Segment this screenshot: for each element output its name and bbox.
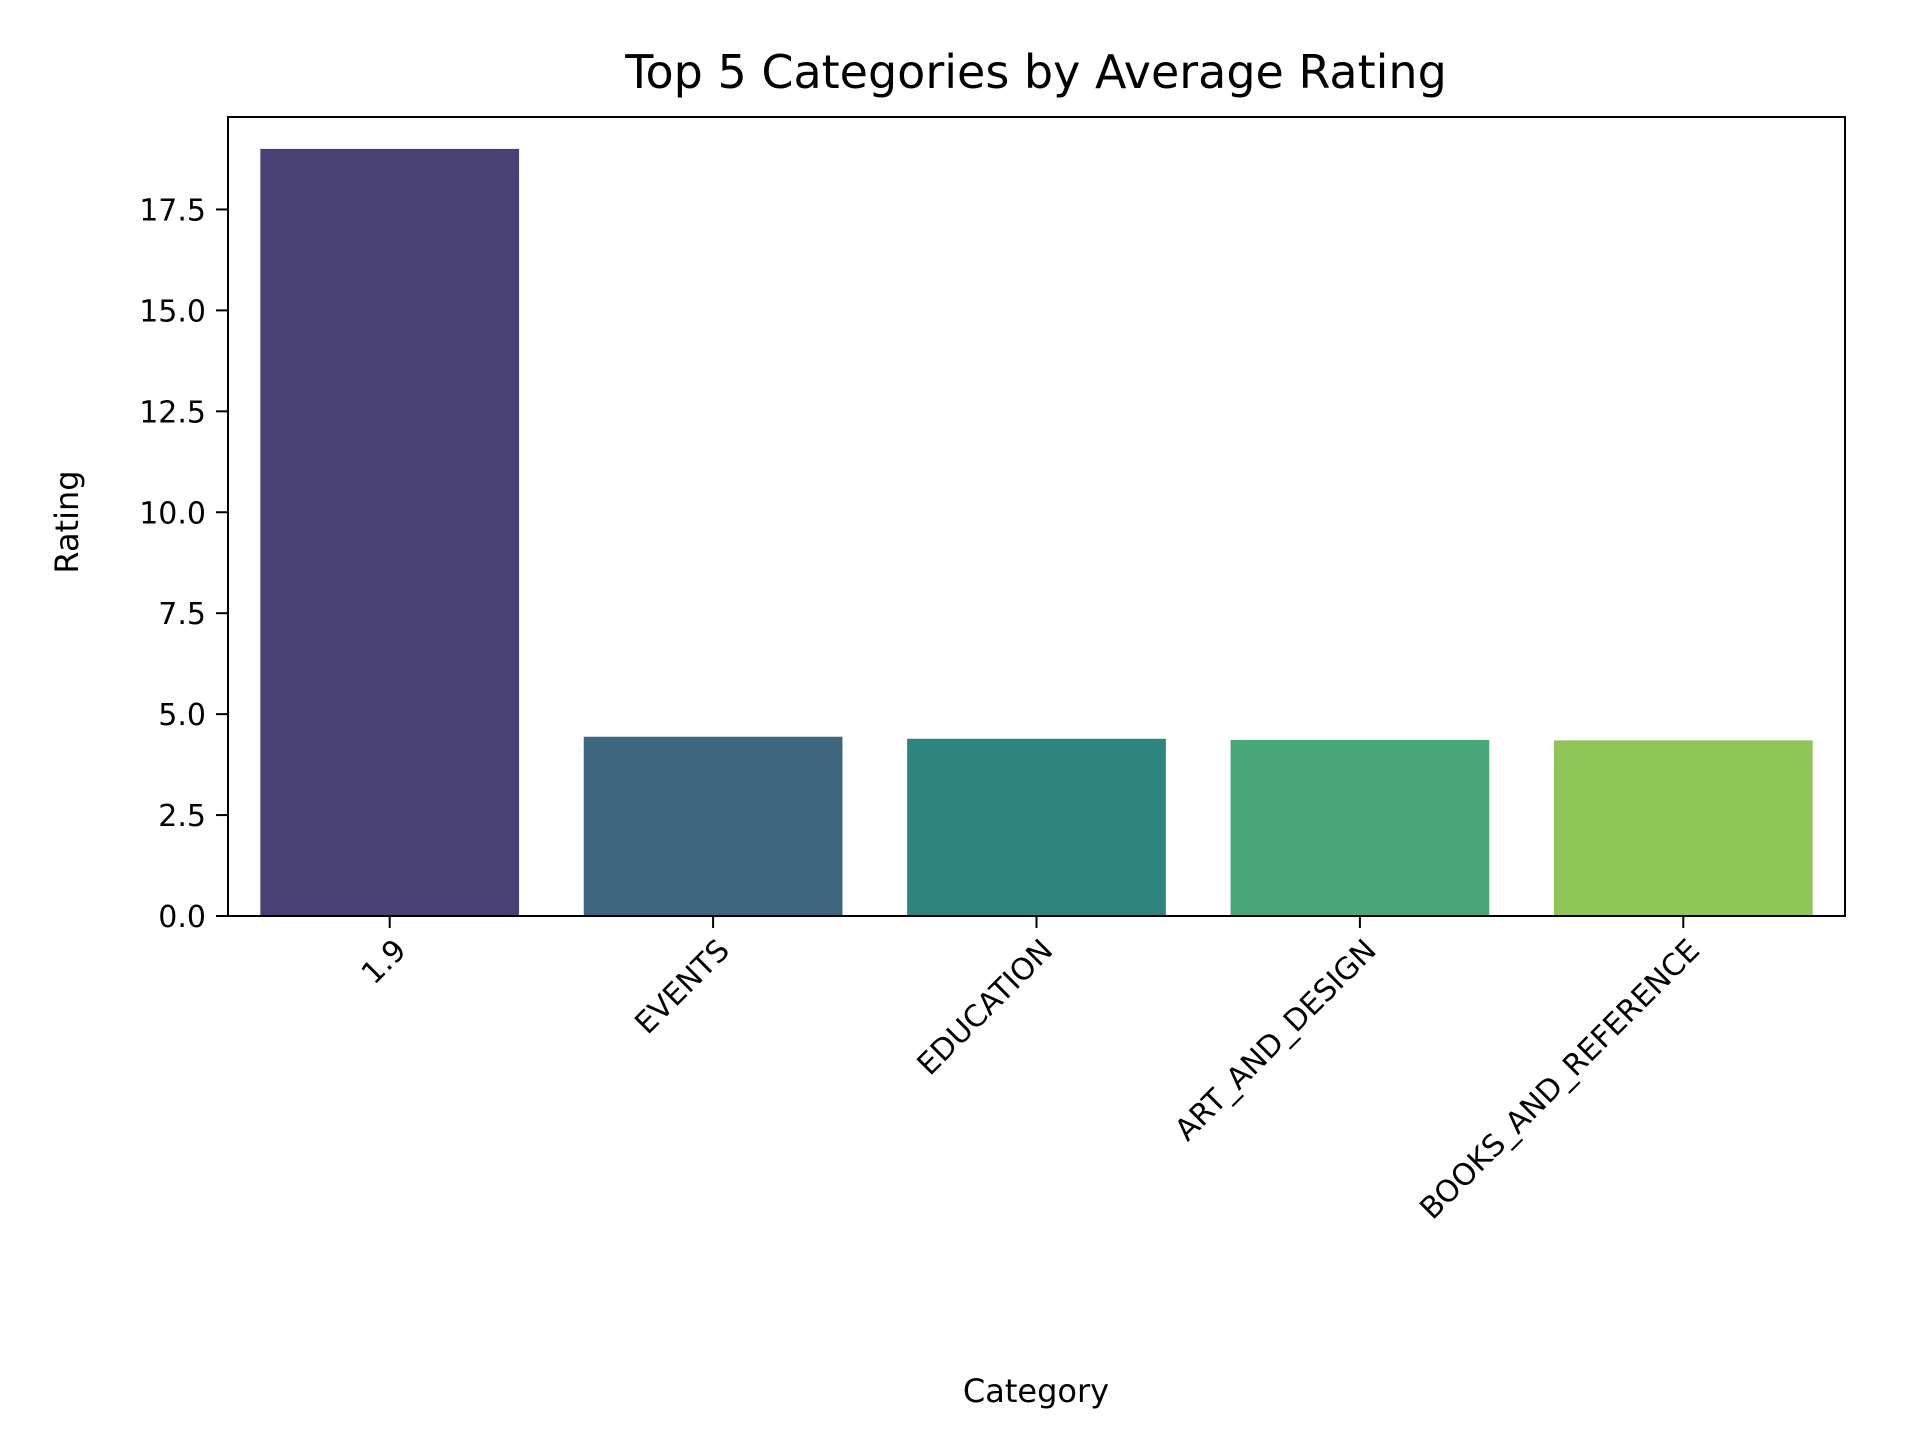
bar xyxy=(907,738,1166,916)
y-tick-label: 7.5 xyxy=(158,597,206,632)
bar xyxy=(583,736,843,916)
y-tick-label: 0.0 xyxy=(158,900,206,935)
y-tick-label: 17.5 xyxy=(139,193,206,228)
bars-group xyxy=(260,148,1813,917)
y-axis-label: Rating xyxy=(48,470,86,573)
y-tick-label: 10.0 xyxy=(139,496,206,531)
y-tick-label: 15.0 xyxy=(139,294,206,329)
y-tick-label: 2.5 xyxy=(158,799,206,834)
bar xyxy=(260,148,520,917)
y-axis: 0.0 2.5 5.0 7.5 10.0 12.5 15.0 17.5 xyxy=(139,193,228,935)
x-axis-label: Category xyxy=(963,1372,1109,1410)
y-tick-label: 5.0 xyxy=(158,698,206,733)
bar xyxy=(1230,739,1490,916)
chart-title: Top 5 Categories by Average Rating xyxy=(624,45,1447,99)
bar xyxy=(1553,740,1813,916)
y-tick-label: 12.5 xyxy=(139,395,206,430)
